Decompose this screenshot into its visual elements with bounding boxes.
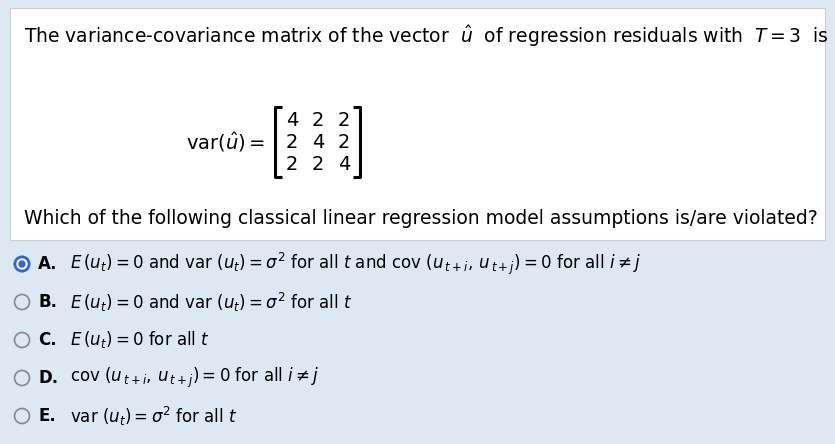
- Circle shape: [17, 259, 27, 269]
- Circle shape: [19, 261, 25, 267]
- Text: cov $( u_{\,t+i},\, u_{\,t+j}) = 0$ for all $i \neq j$: cov $( u_{\,t+i},\, u_{\,t+j}) = 0$ for …: [70, 366, 320, 390]
- Text: $E\,(u_t) = 0$ and var $(u_t) = \sigma^2$ for all $t$: $E\,(u_t) = 0$ and var $(u_t) = \sigma^2…: [70, 290, 352, 313]
- Text: 4: 4: [311, 132, 324, 151]
- Circle shape: [14, 257, 29, 271]
- Text: A.: A.: [38, 255, 58, 273]
- Circle shape: [14, 333, 29, 348]
- Text: $\mathrm{var}(\hat{u}) = $: $\mathrm{var}(\hat{u}) = $: [185, 130, 265, 154]
- Text: C.: C.: [38, 331, 57, 349]
- FancyBboxPatch shape: [10, 8, 825, 240]
- Text: 2: 2: [286, 132, 298, 151]
- Text: 4: 4: [338, 155, 350, 174]
- Circle shape: [14, 294, 29, 309]
- Text: Which of the following classical linear regression model assumptions is/are viol: Which of the following classical linear …: [24, 209, 817, 228]
- Text: 2: 2: [311, 111, 324, 130]
- Text: 2: 2: [338, 132, 350, 151]
- Circle shape: [14, 408, 29, 424]
- Text: D.: D.: [38, 369, 58, 387]
- Text: E.: E.: [38, 407, 56, 425]
- Text: $E\,(u_t) = 0$ for all $t$: $E\,(u_t) = 0$ for all $t$: [70, 329, 210, 350]
- Circle shape: [14, 370, 29, 385]
- Text: 2: 2: [286, 155, 298, 174]
- Text: var $(u_t) = \sigma^2$ for all $t$: var $(u_t) = \sigma^2$ for all $t$: [70, 404, 237, 428]
- Text: The variance-covariance matrix of the vector  $\hat{u}$  of regression residuals: The variance-covariance matrix of the ve…: [24, 23, 835, 49]
- Text: $E\,(u_t) = 0$ and var $(u_t) = \sigma^2$ for all $t$ and cov $( u_{\,t+i},\, u_: $E\,(u_t) = 0$ and var $(u_t) = \sigma^2…: [70, 251, 641, 277]
- Text: 2: 2: [311, 155, 324, 174]
- Text: B.: B.: [38, 293, 57, 311]
- Text: 2: 2: [338, 111, 350, 130]
- Text: 4: 4: [286, 111, 298, 130]
